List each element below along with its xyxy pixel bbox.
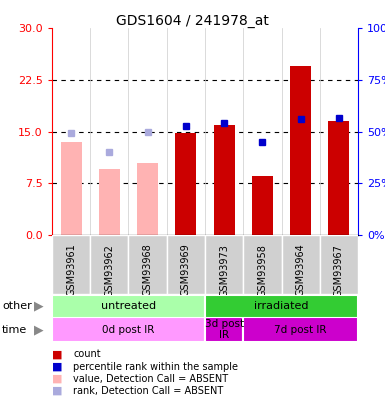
FancyBboxPatch shape [167, 235, 205, 294]
FancyBboxPatch shape [243, 235, 281, 294]
Text: 7d post IR: 7d post IR [275, 325, 327, 335]
Bar [214, 125, 235, 235]
Text: rank, Detection Call = ABSENT: rank, Detection Call = ABSENT [73, 386, 223, 396]
FancyBboxPatch shape [205, 317, 243, 342]
Text: ■: ■ [52, 362, 62, 371]
FancyBboxPatch shape [52, 235, 90, 294]
Text: GSM93961: GSM93961 [66, 244, 76, 296]
Text: GSM93969: GSM93969 [181, 244, 191, 296]
Text: count: count [73, 350, 101, 359]
Text: GSM93964: GSM93964 [296, 244, 306, 296]
Bar [290, 66, 311, 235]
FancyBboxPatch shape [52, 295, 205, 318]
FancyBboxPatch shape [52, 317, 205, 342]
Text: GSM93973: GSM93973 [219, 244, 229, 296]
Bar [328, 122, 350, 235]
Text: other: other [2, 301, 32, 311]
FancyBboxPatch shape [205, 295, 358, 318]
Bar [137, 163, 158, 235]
Text: GSM93968: GSM93968 [142, 244, 152, 296]
FancyBboxPatch shape [129, 235, 167, 294]
Text: value, Detection Call = ABSENT: value, Detection Call = ABSENT [73, 374, 228, 384]
Text: GDS1604 / 241978_at: GDS1604 / 241978_at [116, 14, 269, 28]
Text: ▶: ▶ [34, 323, 43, 336]
Text: ■: ■ [52, 350, 62, 359]
FancyBboxPatch shape [281, 235, 320, 294]
Text: GSM93962: GSM93962 [104, 244, 114, 296]
Bar [175, 133, 196, 235]
Text: GSM93958: GSM93958 [258, 244, 268, 296]
Text: percentile rank within the sample: percentile rank within the sample [73, 362, 238, 371]
Text: 0d post IR: 0d post IR [102, 325, 155, 335]
Text: ■: ■ [52, 374, 62, 384]
FancyBboxPatch shape [320, 235, 358, 294]
Text: GSM93967: GSM93967 [334, 244, 344, 296]
Text: untreated: untreated [101, 301, 156, 311]
FancyBboxPatch shape [90, 235, 129, 294]
Bar [252, 177, 273, 235]
Text: time: time [2, 325, 27, 335]
FancyBboxPatch shape [205, 235, 243, 294]
Bar [99, 169, 120, 235]
Text: ■: ■ [52, 386, 62, 396]
Bar [60, 142, 82, 235]
Text: irradiated: irradiated [254, 301, 309, 311]
FancyBboxPatch shape [243, 317, 358, 342]
Text: 3d post
IR: 3d post IR [204, 319, 244, 341]
Text: ▶: ▶ [34, 300, 43, 313]
